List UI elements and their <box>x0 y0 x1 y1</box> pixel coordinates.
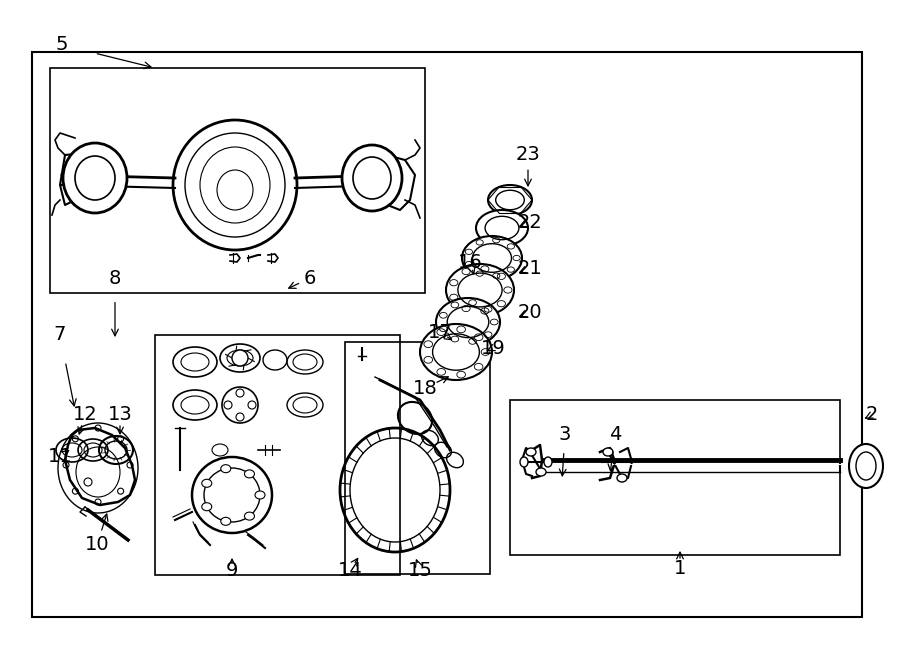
Ellipse shape <box>220 465 230 473</box>
Ellipse shape <box>202 503 211 511</box>
Ellipse shape <box>536 468 546 476</box>
Ellipse shape <box>420 324 492 380</box>
Ellipse shape <box>436 298 500 346</box>
Text: 5: 5 <box>56 36 68 54</box>
Text: 21: 21 <box>518 258 543 278</box>
Text: 16: 16 <box>457 253 482 272</box>
Ellipse shape <box>520 457 528 467</box>
Ellipse shape <box>202 479 211 487</box>
Ellipse shape <box>544 457 552 467</box>
Ellipse shape <box>849 444 883 488</box>
Ellipse shape <box>462 236 522 280</box>
Ellipse shape <box>63 143 127 213</box>
Text: 1: 1 <box>674 559 686 578</box>
Ellipse shape <box>488 185 532 215</box>
Ellipse shape <box>232 350 248 366</box>
Text: 4: 4 <box>608 426 621 444</box>
Ellipse shape <box>245 470 255 478</box>
Ellipse shape <box>476 210 528 246</box>
Ellipse shape <box>617 474 627 482</box>
Bar <box>32 52 862 617</box>
Ellipse shape <box>192 457 272 533</box>
Ellipse shape <box>446 264 514 316</box>
Bar <box>50 68 425 293</box>
Bar <box>345 342 490 574</box>
Text: 20: 20 <box>518 303 543 321</box>
Text: 3: 3 <box>559 426 572 444</box>
Text: 12: 12 <box>73 405 97 424</box>
Text: 18: 18 <box>412 379 437 397</box>
Ellipse shape <box>526 448 536 456</box>
Ellipse shape <box>603 448 613 456</box>
Ellipse shape <box>245 512 255 520</box>
Text: 17: 17 <box>428 323 453 342</box>
Text: 7: 7 <box>54 325 67 344</box>
Text: 6: 6 <box>304 268 316 288</box>
Bar <box>510 400 840 555</box>
Ellipse shape <box>220 518 230 525</box>
Text: 10: 10 <box>85 535 109 555</box>
Text: 22: 22 <box>518 212 543 231</box>
Text: 23: 23 <box>516 145 540 165</box>
Text: 19: 19 <box>481 338 506 358</box>
Text: 9: 9 <box>226 561 239 580</box>
Text: 2: 2 <box>866 405 878 424</box>
Text: 11: 11 <box>48 447 72 467</box>
Ellipse shape <box>255 491 265 499</box>
Text: 13: 13 <box>108 405 132 424</box>
Text: 15: 15 <box>408 561 432 580</box>
Ellipse shape <box>342 145 402 211</box>
Text: 8: 8 <box>109 268 122 288</box>
Text: 14: 14 <box>338 561 363 580</box>
Bar <box>155 335 400 575</box>
